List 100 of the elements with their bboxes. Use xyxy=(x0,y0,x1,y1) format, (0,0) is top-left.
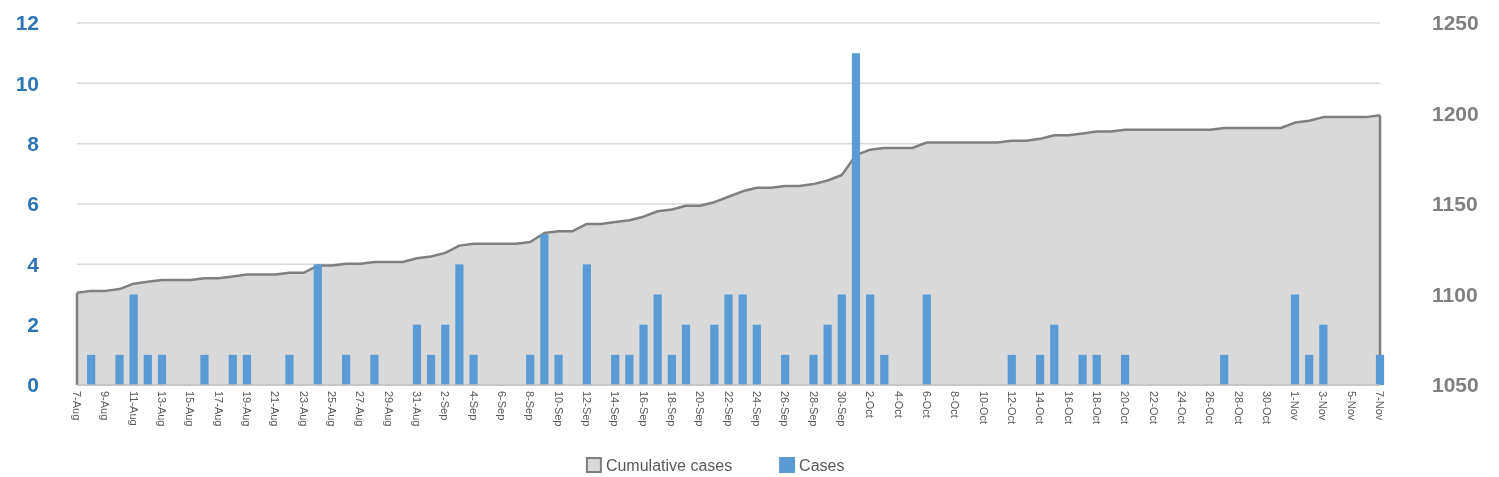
x-tick-label: 27-Aug xyxy=(354,391,367,427)
bar xyxy=(455,264,464,385)
x-tick-label: 4-Oct xyxy=(892,391,905,418)
x-tick-label: 10-Sep xyxy=(552,391,565,427)
x-tick-label: 26-Sep xyxy=(779,391,792,427)
bar xyxy=(667,354,676,385)
bar xyxy=(724,294,733,385)
legend-label: Cumulative cases xyxy=(605,456,733,474)
bar xyxy=(87,354,96,385)
legend-label: Cases xyxy=(799,456,845,474)
x-tick-label: 13-Aug xyxy=(156,391,169,427)
bar xyxy=(540,234,549,385)
bar xyxy=(1375,354,1385,385)
x-tick-label: 16-Oct xyxy=(1062,391,1075,425)
bar xyxy=(242,354,252,385)
bar xyxy=(809,354,818,385)
bar xyxy=(823,324,832,385)
x-tick-label: 16-Sep xyxy=(637,391,650,427)
y2-tick-label: 1100 xyxy=(1432,282,1478,306)
x-tick-label: 28-Sep xyxy=(807,391,820,427)
y-tick-label: 12 xyxy=(15,11,39,35)
x-tick-label: 18-Oct xyxy=(1090,391,1103,425)
x-tick-label: 28-Oct xyxy=(1232,391,1245,425)
bar xyxy=(370,354,379,385)
x-tick-label: 22-Sep xyxy=(722,391,735,427)
bar xyxy=(1050,324,1059,385)
bar xyxy=(922,294,931,385)
x-tick-label: 15-Aug xyxy=(184,391,197,427)
y2-tick-label: 1250 xyxy=(1432,11,1479,35)
bar xyxy=(1007,354,1016,385)
x-tick-label: 7-Nov xyxy=(1374,391,1387,421)
x-tick-label: 9-Aug xyxy=(99,391,112,421)
x-tick-label: 14-Sep xyxy=(609,391,622,427)
bar xyxy=(866,294,875,385)
x-tick-label: 30-Oct xyxy=(1260,391,1273,425)
x-tick-label: 24-Oct xyxy=(1175,391,1188,425)
y-tick-label: 10 xyxy=(15,71,39,95)
bar xyxy=(228,354,237,385)
bar xyxy=(880,354,889,385)
bar xyxy=(781,354,790,385)
bar xyxy=(851,53,861,385)
x-tick-label: 14-Oct xyxy=(1034,391,1047,425)
x-tick-label: 6-Oct xyxy=(920,391,933,418)
y-tick-label: 6 xyxy=(27,192,39,216)
bar xyxy=(639,324,648,385)
bar xyxy=(441,324,450,385)
x-tick-label: 17-Aug xyxy=(212,391,225,427)
x-tick-label: 23-Aug xyxy=(297,391,310,427)
x-tick-label: 24-Sep xyxy=(750,391,763,427)
y-tick-label: 0 xyxy=(27,373,39,397)
x-tick-label: 3-Nov xyxy=(1317,391,1330,421)
bar xyxy=(129,294,138,385)
y-tick-label: 4 xyxy=(27,252,40,276)
x-tick-label: 22-Oct xyxy=(1147,391,1160,425)
bar xyxy=(200,354,209,385)
x-tick-label: 2-Oct xyxy=(864,391,877,418)
x-tick-label: 8-Sep xyxy=(524,391,537,421)
x-tick-label: 4-Sep xyxy=(467,391,480,421)
bar xyxy=(426,354,436,385)
bar xyxy=(341,354,351,385)
bar xyxy=(469,354,478,385)
bar xyxy=(582,264,591,385)
bar xyxy=(526,354,535,385)
bar xyxy=(143,354,152,385)
x-tick-label: 7-Aug xyxy=(71,391,84,421)
x-tick-label: 5-Nov xyxy=(1345,391,1358,421)
bar xyxy=(1220,354,1229,385)
x-tick-label: 25-Aug xyxy=(326,391,339,427)
bar xyxy=(412,324,422,385)
y-tick-label: 8 xyxy=(27,132,40,156)
bar xyxy=(285,354,294,385)
x-tick-label: 29-Aug xyxy=(382,391,395,427)
bar xyxy=(681,324,691,385)
bar xyxy=(157,354,167,385)
bar xyxy=(1319,324,1328,385)
bar xyxy=(752,324,761,385)
x-tick-label: 8-Oct xyxy=(949,391,962,418)
bar xyxy=(738,294,747,385)
bar xyxy=(653,294,662,385)
x-tick-label: 19-Aug xyxy=(241,391,254,427)
bar xyxy=(1092,354,1101,385)
bar xyxy=(1305,354,1314,385)
bar xyxy=(710,324,719,385)
x-tick-label: 31-Aug xyxy=(411,391,424,427)
y2-tick-label: 1150 xyxy=(1432,192,1478,216)
x-tick-label: 10-Oct xyxy=(977,391,990,425)
x-tick-label: 30-Sep xyxy=(835,391,848,427)
x-tick-label: 20-Oct xyxy=(1119,391,1132,425)
bar xyxy=(625,354,634,385)
bar xyxy=(1078,354,1087,385)
x-tick-label: 12-Oct xyxy=(1005,391,1018,425)
x-tick-label: 12-Sep xyxy=(581,391,594,427)
bar xyxy=(115,354,124,385)
x-tick-label: 6-Sep xyxy=(496,391,509,421)
x-tick-label: 2-Sep xyxy=(439,391,452,421)
y-tick-label: 2 xyxy=(27,313,39,337)
bar xyxy=(313,264,322,385)
bar xyxy=(1290,294,1300,385)
bar xyxy=(1120,354,1130,385)
x-tick-label: 11-Aug xyxy=(127,391,140,426)
